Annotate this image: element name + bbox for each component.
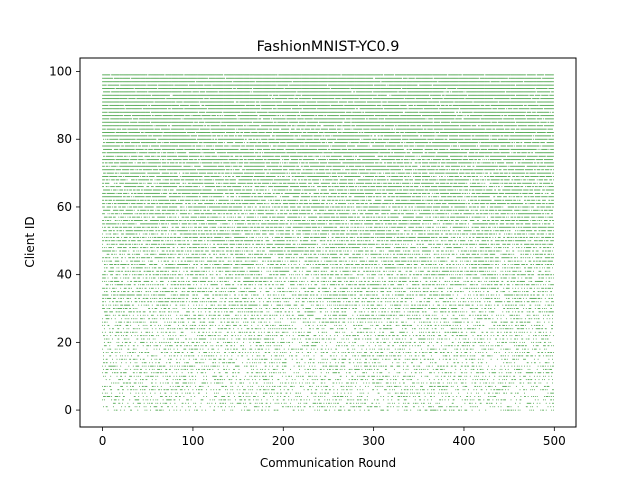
plot-frame — [79, 57, 577, 428]
x-tick-label: 100 — [181, 434, 204, 448]
x-tick-label: 0 — [99, 434, 107, 448]
x-axis: 0 100 200 300 400 500 — [99, 427, 566, 448]
participation-points — [102, 74, 554, 411]
y-tick-label: 0 — [64, 403, 72, 417]
y-tick-label: 60 — [57, 200, 72, 214]
y-tick-label: 100 — [49, 65, 72, 79]
y-tick-label: 80 — [57, 132, 72, 146]
x-tick-label: 300 — [362, 434, 385, 448]
scatter-points — [102, 74, 554, 411]
y-axis-label: Client ID — [23, 216, 37, 267]
x-tick-label: 200 — [272, 434, 295, 448]
y-tick-label: 40 — [57, 268, 72, 282]
chart-title: FashionMNIST-YC0.9 — [257, 39, 400, 55]
y-axis: 0 20 40 60 80 100 — [49, 65, 80, 417]
x-axis-label: Communication Round — [260, 456, 396, 470]
x-tick-label: 500 — [543, 434, 566, 448]
y-tick-label: 20 — [57, 335, 72, 349]
x-tick-label: 400 — [453, 434, 476, 448]
